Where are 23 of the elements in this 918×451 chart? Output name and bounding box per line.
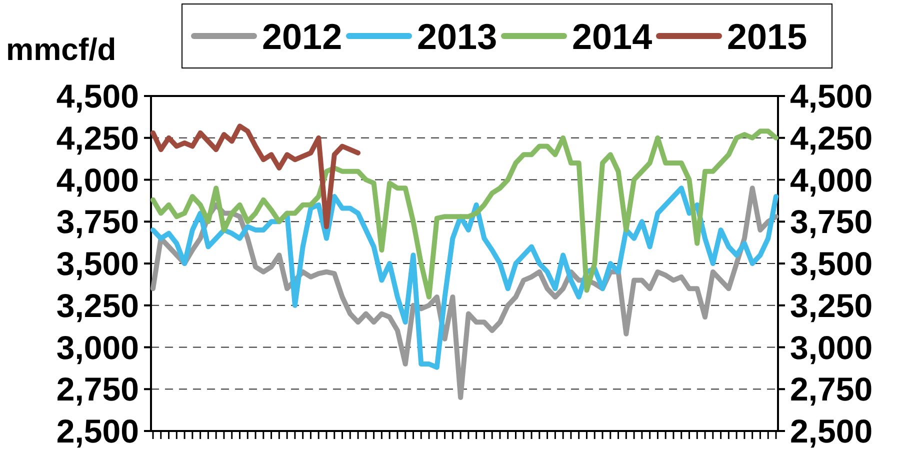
y2-tick-label: 3,000 [790,328,873,366]
y2-tick-label: 4,000 [790,161,873,198]
y2-tick-label: 4,500 [790,78,873,115]
y2-tick-label: 3,500 [790,245,873,282]
y-tick-label: 3,500 [56,245,139,282]
y-tick-label: 2,500 [56,412,139,450]
legend-label: 2014 [572,16,652,57]
y-tick-label: 2,750 [56,370,139,408]
y-axis-title: mmcf/d [6,32,116,67]
y2-tick-label: 2,750 [790,370,873,408]
y2-tick-label: 3,750 [790,203,873,240]
y-tick-label: 4,000 [56,161,139,198]
y-tick-label: 3,000 [56,328,139,366]
legend-label: 2012 [262,16,342,57]
y-tick-label: 4,500 [56,78,139,115]
y-tick-label: 3,250 [56,286,139,324]
legend-label: 2015 [727,16,808,57]
legend-label: 2013 [417,16,498,57]
y-tick-label: 3,750 [56,203,139,240]
y2-tick-label: 4,250 [790,119,873,156]
y2-tick-label: 3,250 [790,286,873,324]
y-tick-label: 4,250 [56,119,139,156]
y2-tick-label: 2,500 [790,412,873,450]
